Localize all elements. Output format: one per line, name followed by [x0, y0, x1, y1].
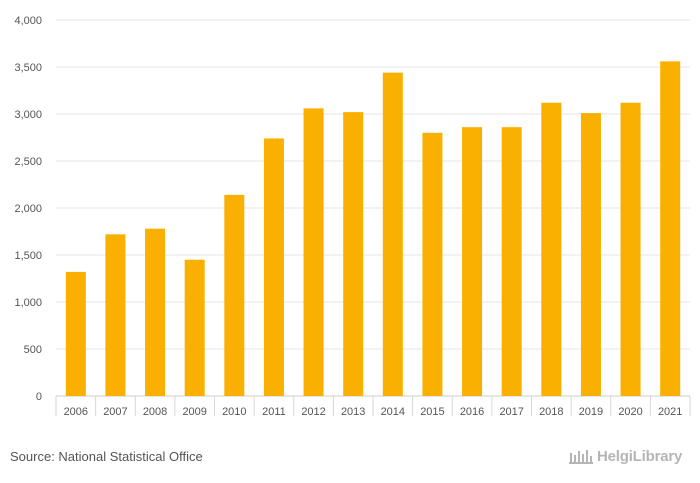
x-tick-label: 2013	[341, 406, 365, 418]
y-tick-label: 1,500	[14, 250, 42, 262]
bar	[65, 271, 86, 396]
y-tick-label: 0	[36, 391, 42, 403]
x-tick-label: 2008	[143, 406, 167, 418]
x-tick-label: 2006	[64, 406, 88, 418]
bar	[501, 127, 522, 396]
y-tick-label: 2,500	[14, 156, 42, 168]
x-tick-label: 2011	[262, 406, 286, 418]
brand-name: HelgiLibrary	[597, 447, 683, 465]
x-tick-label: 2010	[222, 406, 246, 418]
bar	[620, 102, 641, 396]
x-tick-label: 2017	[499, 406, 523, 418]
x-tick-label: 2015	[420, 406, 444, 418]
library-building-icon	[569, 450, 593, 464]
x-tick-label: 2019	[579, 406, 603, 418]
bar	[184, 259, 205, 396]
y-tick-label: 1,000	[14, 297, 42, 309]
bar	[382, 72, 403, 396]
bar	[541, 102, 562, 396]
x-tick-label: 2021	[658, 406, 682, 418]
x-tick-label: 2009	[182, 406, 206, 418]
bar-chart: 0 500 1,000 1,500 2,000 2,500 3,000 3,500 4,000 2…	[14, 15, 691, 418]
x-tick-label: 2012	[301, 406, 325, 418]
x-tick-label: 2018	[539, 406, 563, 418]
bar	[343, 112, 364, 397]
brand-logo: HelgiLibrary	[568, 447, 682, 465]
y-tick-label: 3,500	[14, 62, 42, 74]
bar	[660, 61, 681, 397]
bar	[462, 127, 483, 396]
bar	[422, 132, 443, 397]
y-tick-label: 4,000	[14, 15, 42, 27]
bar	[263, 138, 284, 396]
bar	[224, 194, 245, 396]
x-tick-label: 2016	[460, 406, 484, 418]
bar	[580, 113, 601, 396]
y-tick-label: 3,000	[14, 109, 42, 121]
x-tick-label: 2020	[618, 406, 642, 418]
y-tick-label: 500	[24, 344, 42, 356]
x-tick-label: 2007	[103, 406, 127, 418]
source-note: Source: National Statistical Office	[10, 449, 203, 464]
y-tick-label: 2,000	[14, 203, 42, 215]
bar	[105, 234, 126, 396]
bar	[303, 108, 324, 397]
bar	[145, 228, 166, 396]
x-tick-label: 2014	[381, 406, 405, 418]
